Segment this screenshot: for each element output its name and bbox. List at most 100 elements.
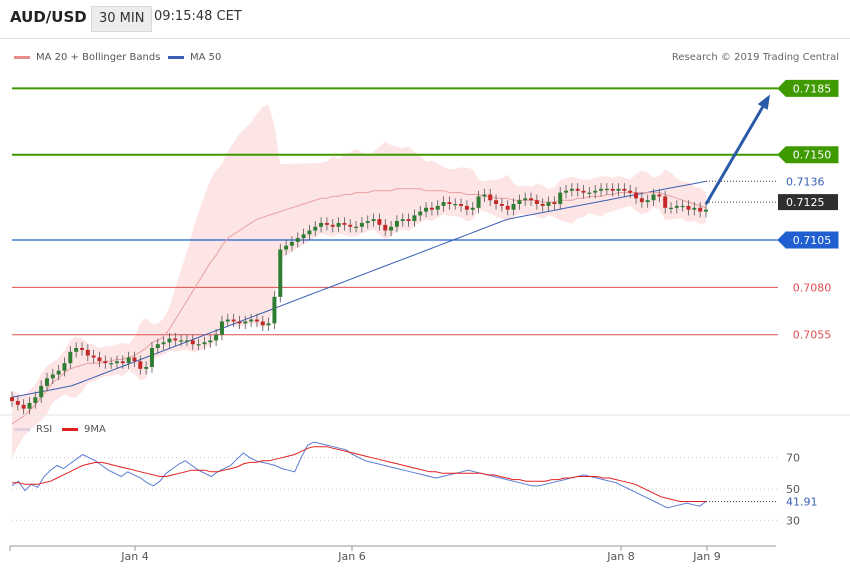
candle [301, 228, 306, 244]
candle [132, 351, 137, 367]
candle-body [529, 198, 534, 201]
candle [453, 198, 458, 210]
candle-body [109, 363, 114, 365]
candle-body [412, 215, 417, 222]
candle [441, 196, 446, 212]
candle [581, 185, 586, 199]
candle [663, 190, 668, 214]
candle [254, 313, 259, 328]
rsi-series-RSI [11, 441, 707, 509]
candle-body [231, 319, 236, 322]
candle-body [254, 319, 259, 322]
candle [400, 213, 405, 227]
candle [33, 391, 38, 409]
candle [342, 217, 347, 231]
candle-body [214, 334, 219, 341]
copyright-text: Research © 2019 Trading Central [671, 52, 839, 63]
candle-body [534, 200, 539, 204]
level-tag-label: 0.7080 [793, 281, 832, 294]
candle-body [307, 230, 312, 235]
candle [383, 219, 388, 237]
candle [389, 221, 394, 237]
candle [669, 202, 674, 214]
projection-arrow-shaft [704, 97, 770, 205]
candle-body [599, 188, 604, 191]
candle-body [324, 222, 329, 225]
candle-body [15, 401, 20, 405]
last-price-tag-bg [778, 194, 838, 211]
candle-body [144, 366, 149, 369]
candle-body [622, 188, 627, 191]
candle [616, 183, 621, 197]
candle [569, 183, 574, 197]
level-tag-bg [777, 79, 839, 97]
candle-body [406, 219, 411, 222]
level-tag-0.7055: 0.7055 [778, 326, 838, 343]
legend-rsi-label: RSI [36, 424, 53, 435]
candle [109, 357, 114, 369]
candle-body [424, 207, 429, 212]
candle-body [50, 374, 55, 379]
rsi-tick-50: 50 [786, 483, 800, 496]
candle [284, 240, 289, 256]
candle [219, 315, 224, 341]
candle [523, 192, 528, 206]
legend-rsi-ma: 9MA [62, 424, 106, 435]
candle-body [313, 226, 318, 231]
candle-body [634, 192, 639, 199]
candle [505, 200, 510, 216]
candle-body [190, 340, 195, 345]
candle-body [604, 188, 609, 191]
candle-body [27, 402, 32, 409]
level-tag-bg [777, 146, 839, 164]
candle [126, 351, 131, 369]
candle [62, 357, 67, 377]
candle [354, 221, 359, 233]
level-tag-label: 0.7105 [793, 234, 832, 247]
candle [517, 194, 522, 210]
legend-ma20-label: MA 20 + Bollinger Bands [36, 52, 161, 63]
candle [365, 215, 370, 229]
candle [377, 213, 382, 231]
level-tag-0.7105: 0.7105 [777, 231, 839, 249]
candle-body [371, 219, 376, 222]
level-tag-label: 0.7055 [793, 329, 832, 342]
candle-body [79, 348, 84, 350]
candle [639, 192, 644, 208]
timeframe-button[interactable]: 30 MIN [91, 6, 153, 32]
candle-body [610, 188, 615, 191]
candle [488, 188, 493, 206]
candle-body [56, 370, 61, 375]
candle [424, 202, 429, 218]
candle [74, 342, 79, 358]
candle [540, 198, 545, 212]
candle [359, 217, 364, 233]
last-price-tag-label: 0.7125 [786, 196, 825, 209]
level-tag-0.7150: 0.7150 [777, 146, 839, 164]
candle-body [698, 207, 703, 212]
candle [190, 334, 195, 350]
candle [511, 198, 516, 216]
candle-body [179, 340, 184, 342]
candles [10, 183, 708, 415]
legend-rsi-ma-label: 9MA [84, 424, 106, 435]
last-price-tag: 0.7125 [778, 194, 838, 211]
candle [464, 200, 469, 216]
candle [529, 192, 534, 206]
candle-body [581, 190, 586, 193]
candle-body [33, 397, 38, 403]
candle [155, 338, 160, 354]
candle-body [103, 361, 108, 364]
candle-body [260, 321, 265, 326]
candle [184, 334, 189, 347]
candle-body [441, 202, 446, 206]
candle [406, 213, 411, 227]
candle-body [383, 224, 388, 231]
candle [482, 188, 487, 203]
candle [645, 194, 650, 208]
candle [15, 395, 20, 411]
candle-body [21, 404, 26, 409]
candle-body [674, 205, 679, 208]
candle [499, 198, 504, 212]
legend-ma50: MA 50 [168, 52, 221, 63]
